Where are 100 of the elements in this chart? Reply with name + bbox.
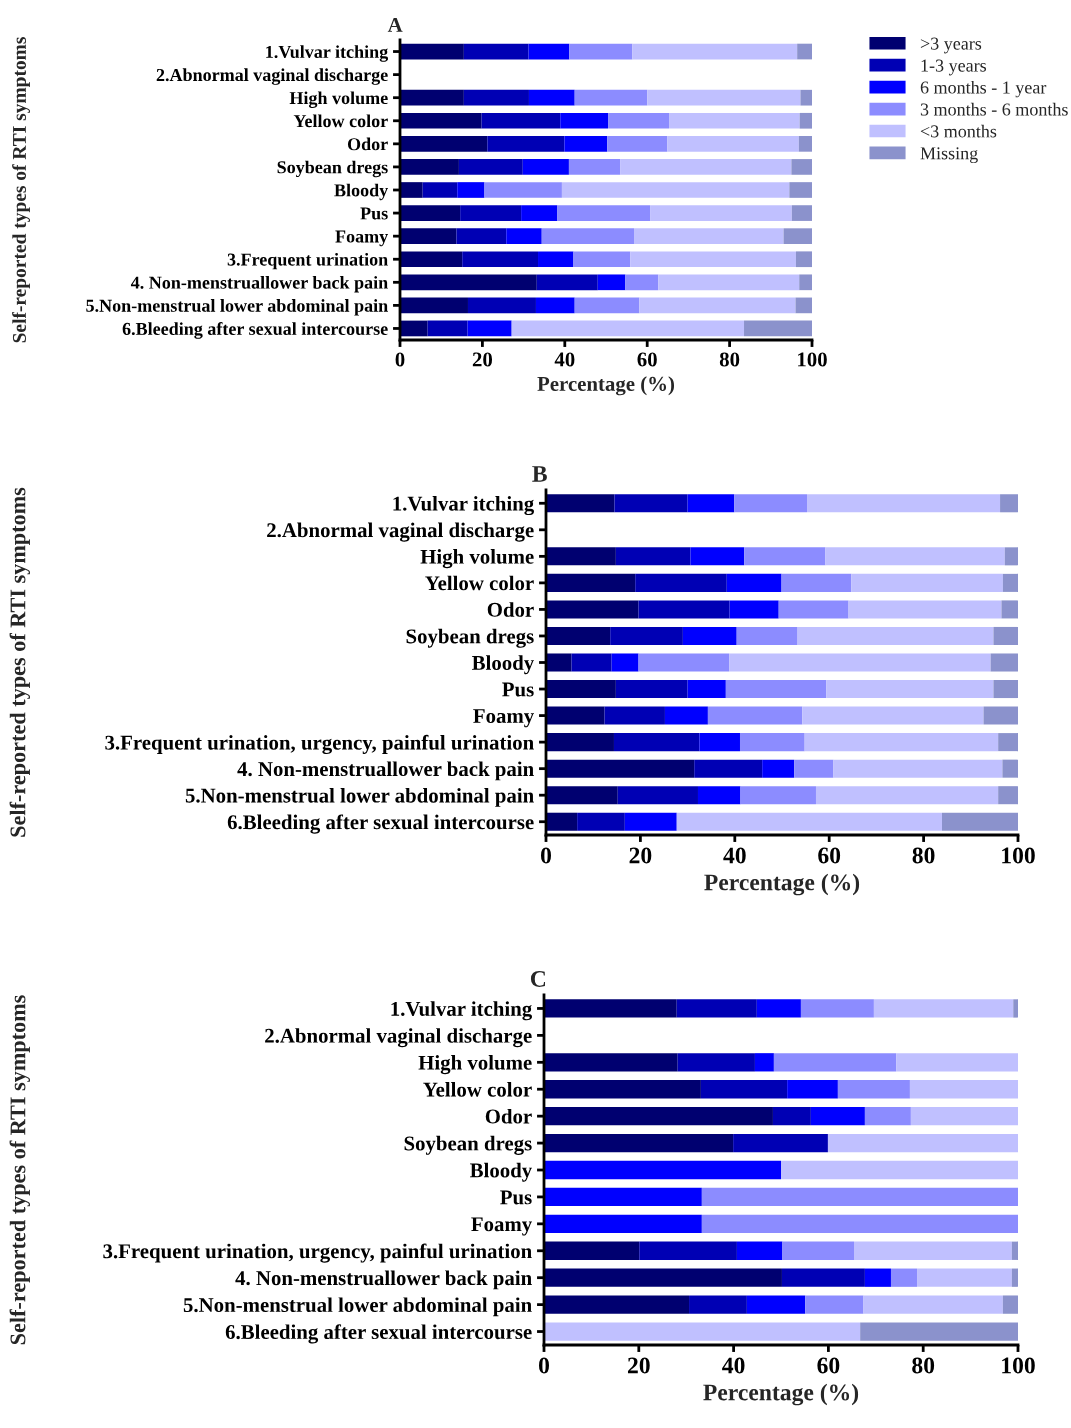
bar [544,999,677,1018]
bar [635,573,727,592]
bar [701,1187,1018,1207]
y-tick-label: Soybean dregs [404,1135,532,1155]
bar [427,320,468,337]
bar [781,1268,865,1287]
bar [805,1295,864,1314]
bar [544,1133,734,1153]
chart-title: B [532,466,547,482]
bar [560,112,609,129]
x-tick-label: 20 [629,847,652,864]
bar [700,1080,788,1099]
bar [825,547,1005,566]
y-tick-label: 6.Bleeding after sexual intercourse [225,1324,532,1344]
bar [795,297,812,314]
y-tick-label: Yellow color [425,575,534,591]
y-tick-label: Odor [485,1108,532,1124]
bar [797,626,994,645]
bar [794,759,834,778]
bar [632,43,798,60]
bar [826,680,994,699]
bar [610,626,683,645]
bar [546,706,605,725]
x-tick-label: 100 [1002,847,1035,864]
bar [734,494,808,513]
y-tick-label: Bloody [472,655,534,675]
bar [611,653,639,672]
y-tick-label: High volume [289,91,388,108]
bar [613,733,700,752]
legend-label: >3 years [920,37,982,54]
bar [791,205,812,221]
bar [697,786,741,805]
bar [544,1187,702,1207]
bar [854,1241,1012,1260]
x-tick-label: 0 [539,1357,549,1374]
bar [1002,573,1018,592]
y-tick-label: 2.Abnormal vaginal discharge [156,68,388,85]
bar [422,182,458,198]
bar [998,733,1018,752]
bar [400,159,459,175]
bar [456,228,507,244]
bar [608,112,670,129]
y-tick-label: Foamy [471,1217,532,1236]
x-tick-label: 60 [817,1357,840,1374]
bar [546,600,639,619]
bar [400,43,464,60]
bar [689,1295,747,1314]
bar [615,680,688,699]
bar [990,653,1018,672]
y-tick-label: High volume [418,1055,532,1075]
bar [541,228,635,244]
y-tick-label: Foamy [473,709,534,728]
y-tick-label: Pus [500,1190,532,1205]
bar [457,182,485,198]
bar [798,136,812,152]
bar [546,547,616,566]
bar [400,182,423,198]
bar [701,1214,1018,1233]
bar [481,112,561,129]
bar [1002,1295,1018,1314]
bar [983,706,1018,725]
bar [638,653,730,672]
bar [561,182,790,198]
bar [682,626,737,645]
bar [890,1268,918,1287]
x-tick-label: 80 [912,847,935,864]
bar [837,1080,910,1099]
bar [638,600,730,619]
bar [993,680,1018,699]
bar [851,573,1003,592]
bar [909,1080,1018,1099]
y-tick-label: 1.Vulvar itching [393,496,534,516]
bar [564,136,608,152]
y-tick-label: 5.Non-menstrual lower abdominal pain [183,1297,532,1317]
bar [538,251,574,268]
bar [546,653,572,672]
bar [544,1214,702,1233]
legend-label: 3 months - 6 months [920,102,1068,116]
bar [544,1295,690,1314]
bar [597,274,626,291]
y-tick-label: 3.Frequent urination [227,252,388,270]
bar [546,786,618,805]
bar [896,1053,1018,1072]
x-tick-label: 0 [395,352,405,367]
bar [400,251,463,268]
bar [744,320,812,337]
y-tick-label: Bloody [470,1162,532,1182]
bar [400,136,488,152]
bar [544,1080,701,1099]
bar [546,680,616,699]
bar [804,733,999,752]
bar [569,43,633,60]
bar [783,228,812,244]
bar [546,626,611,645]
bar [676,999,757,1018]
x-tick-label: 80 [719,352,740,367]
bar [736,1241,783,1260]
y-tick-label: 4. Non-menstruallower back pain [235,1270,532,1290]
bar [463,89,529,106]
bar [617,786,698,805]
